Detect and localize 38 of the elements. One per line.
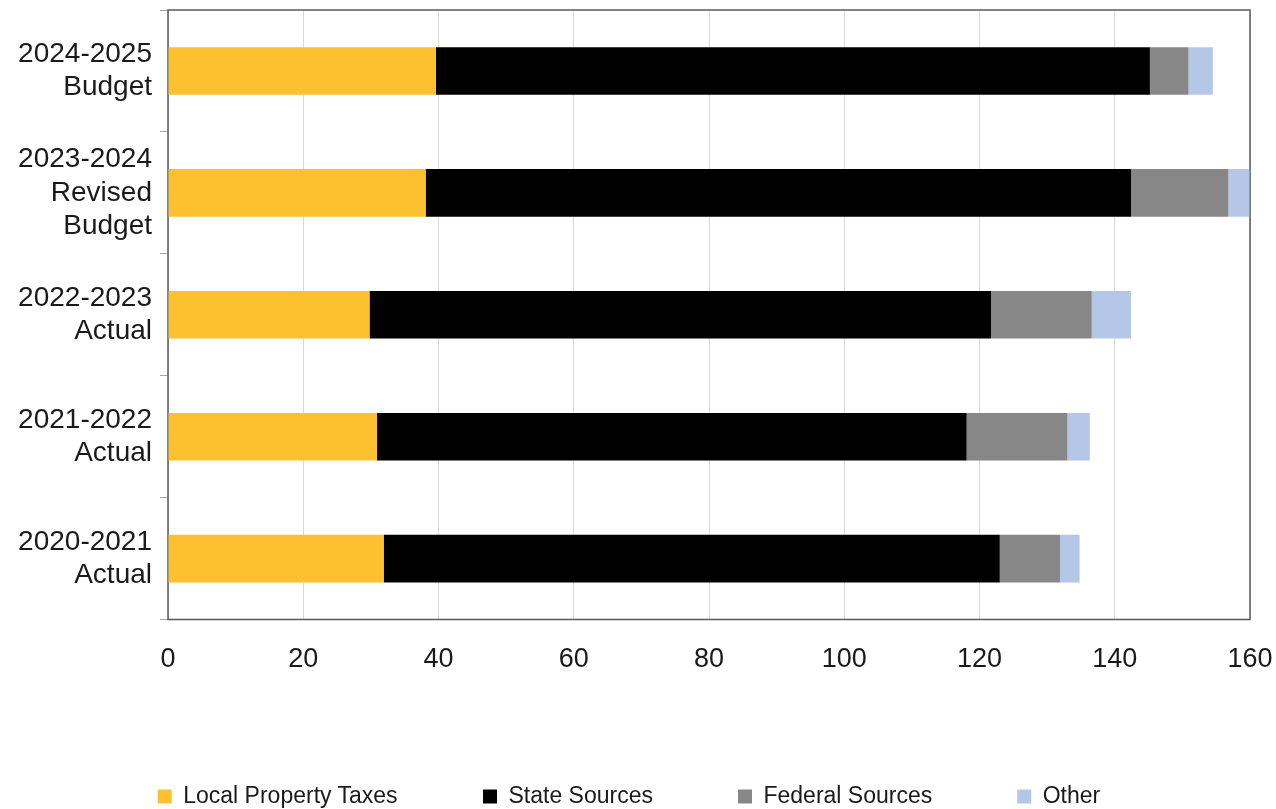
y-tick-label: 2023-2024 Revised Budget — [18, 142, 153, 241]
x-tick-label: 20 — [288, 643, 319, 674]
y-tick-label: 2022-2023 Actual — [18, 280, 152, 346]
bar — [991, 291, 1092, 339]
bar — [1228, 169, 1250, 217]
bar — [168, 169, 426, 217]
bar — [1091, 291, 1131, 339]
legend-label: Federal Sources — [763, 781, 933, 808]
bar — [425, 169, 1131, 217]
y-tick-label: 2020-2021 Actual — [18, 524, 152, 590]
bar — [999, 534, 1060, 583]
x-tick-label: 140 — [1092, 643, 1138, 674]
bar — [376, 412, 967, 461]
bar — [383, 534, 1000, 583]
bar — [1059, 534, 1080, 583]
bar — [435, 47, 1150, 95]
y-tick-label: 2024-2025 Budget — [18, 36, 153, 102]
legend-label: Other — [1042, 781, 1101, 808]
x-tick-label: 100 — [821, 643, 867, 674]
x-tick-label: 120 — [956, 643, 1003, 674]
bar — [168, 534, 384, 583]
bar — [1067, 412, 1090, 461]
x-tick-label: 60 — [558, 643, 589, 674]
x-tick-label: 160 — [1227, 643, 1273, 674]
legend-label: Local Property Taxes — [183, 781, 398, 808]
bar — [1149, 47, 1189, 95]
bar — [1188, 47, 1213, 95]
bar — [1130, 169, 1229, 217]
x-tick-label: 40 — [423, 643, 454, 674]
legend-label: State Sources — [508, 781, 653, 808]
x-tick-label: 80 — [693, 643, 725, 674]
bar — [966, 412, 1068, 461]
bar — [168, 47, 436, 95]
y-tick-label: 2021-2022 Actual — [18, 402, 152, 468]
bar — [168, 291, 370, 339]
bar — [168, 412, 377, 461]
x-tick-label: 0 — [160, 643, 176, 674]
bar — [369, 291, 991, 339]
